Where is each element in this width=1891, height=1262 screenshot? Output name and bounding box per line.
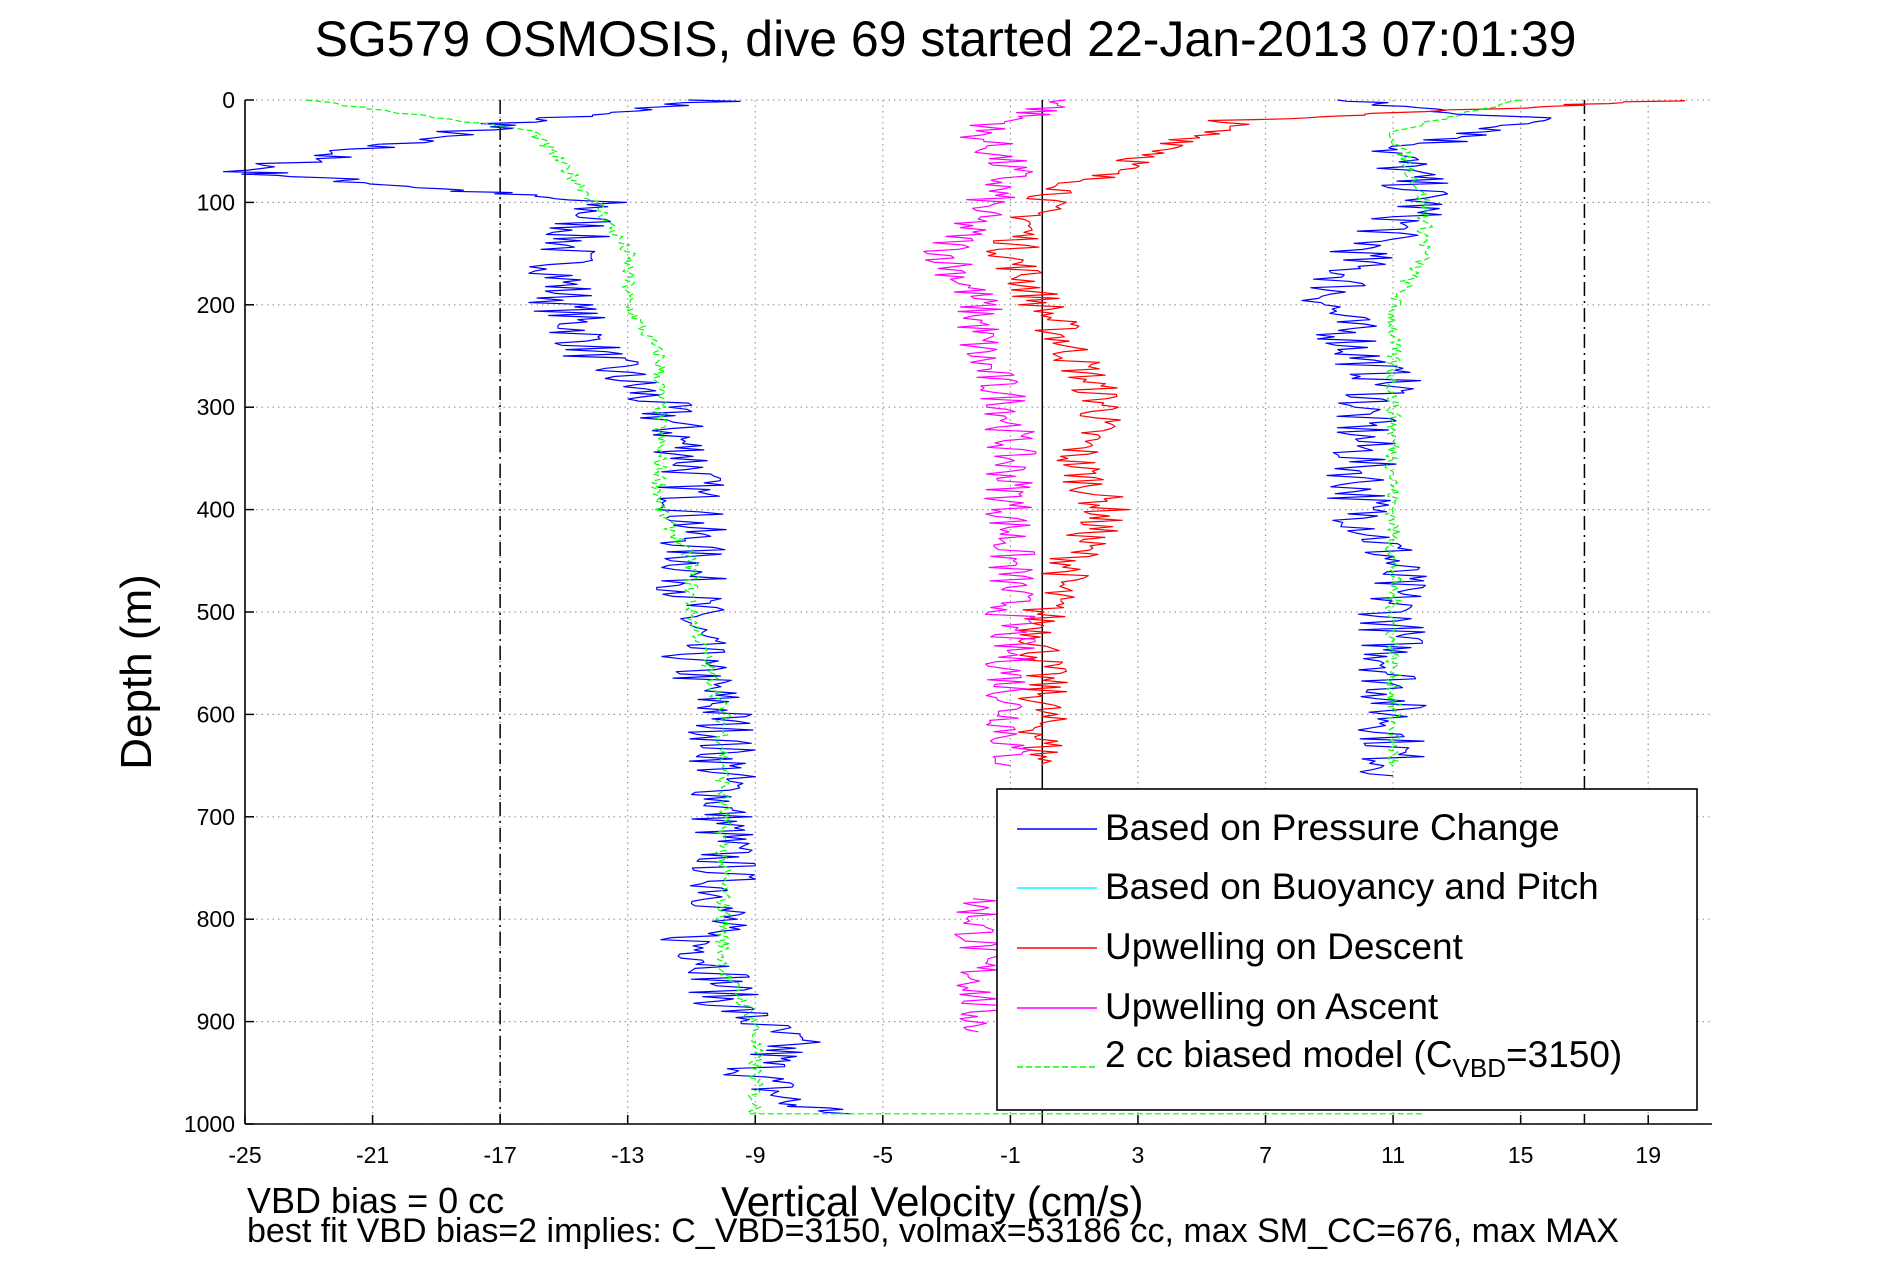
y-tick-label: 800 bbox=[197, 906, 235, 932]
y-tick-label: 900 bbox=[197, 1009, 235, 1035]
y-tick-label: 0 bbox=[222, 87, 235, 113]
y-tick-label: 600 bbox=[197, 701, 235, 727]
x-tick-label: 7 bbox=[1259, 1142, 1272, 1168]
legend-label-pressure: Based on Pressure Change bbox=[1105, 807, 1560, 848]
series-line-0 bbox=[1301, 99, 1552, 777]
legend-label-model-prefix: 2 cc biased model (C bbox=[1105, 1034, 1453, 1075]
series-line-4 bbox=[1384, 99, 1521, 767]
x-tick-label: -13 bbox=[611, 1142, 644, 1168]
series-line-2 bbox=[986, 99, 1686, 766]
y-axis-label: Depth (m) bbox=[112, 574, 161, 770]
legend-label-ascent: Upwelling on Ascent bbox=[1105, 986, 1439, 1027]
y-tick-label: 200 bbox=[197, 292, 235, 318]
series-line-3 bbox=[923, 99, 1066, 767]
legend-label-model-suffix: =3150) bbox=[1506, 1034, 1623, 1075]
x-tick-label: 3 bbox=[1132, 1142, 1145, 1168]
footnote-best-fit: best fit VBD bias=2 implies: C_VBD=3150,… bbox=[247, 1212, 1619, 1250]
x-tick-label: 19 bbox=[1635, 1142, 1661, 1168]
x-tick-label: 15 bbox=[1508, 1142, 1534, 1168]
y-tick-label: 100 bbox=[197, 189, 235, 215]
x-tick-label: -21 bbox=[356, 1142, 389, 1168]
y-tick-label: 1000 bbox=[184, 1111, 235, 1137]
legend-label-buoyancy: Based on Buoyancy and Pitch bbox=[1105, 866, 1599, 907]
chart-title: SG579 OSMOSIS, dive 69 started 22-Jan-20… bbox=[314, 11, 1577, 67]
y-tick-label: 700 bbox=[197, 804, 235, 830]
x-axis-label: Vertical Velocity (cm/s) bbox=[721, 1178, 1144, 1225]
x-tick-label: -9 bbox=[745, 1142, 765, 1168]
y-tick-label: 400 bbox=[197, 497, 235, 523]
x-tick-label: 11 bbox=[1381, 1142, 1405, 1168]
legend-label-descent: Upwelling on Descent bbox=[1105, 926, 1463, 967]
footnote-vbd-bias: VBD bias = 0 cc bbox=[247, 1180, 505, 1221]
x-tick-label: -25 bbox=[228, 1142, 261, 1168]
x-tick-label: -1 bbox=[1000, 1142, 1020, 1168]
y-tick-label: 500 bbox=[197, 599, 235, 625]
y-tick-label: 300 bbox=[197, 394, 235, 420]
x-tick-label: -17 bbox=[484, 1142, 517, 1168]
legend-label-model: 2 cc biased model (CVBD=3150) bbox=[1105, 1034, 1622, 1084]
legend-label-model-sub: VBD bbox=[1452, 1053, 1507, 1083]
legend-box bbox=[996, 788, 1698, 1111]
x-tick-label: -5 bbox=[873, 1142, 893, 1168]
series-line-4 bbox=[306, 99, 764, 1115]
